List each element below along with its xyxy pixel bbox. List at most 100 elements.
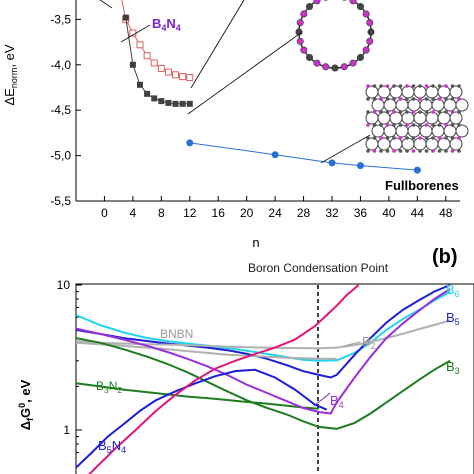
tube-atom [405,97,409,101]
b-y-tick-label: 10 [57,278,71,292]
tube-atom [392,136,396,140]
tube-atom [366,97,370,101]
a-x-tick-label: 36 [354,206,368,220]
tube-atom [450,149,455,153]
tube-atom [437,97,442,101]
panel-a-ylabel-main: ΔE [2,88,17,106]
tube-atom [444,123,448,127]
tube-atom [405,123,409,127]
a-x-tick-label: 44 [411,206,425,220]
tube-ring [401,111,415,125]
tube-atom [418,97,422,101]
tube-ring [383,98,397,112]
b-series-line-b3n2 [76,382,319,410]
ring-atom [306,3,314,11]
fullborenes-label: Fullborenes [385,178,459,193]
tube-atom [379,97,383,101]
tube-atom [444,149,448,153]
tube-atom [411,136,416,140]
label-sub: 2 [371,341,376,351]
tube-atom [405,84,409,88]
tube-atom [372,149,377,153]
a-data-point [150,59,158,67]
tube-ring [413,85,427,99]
tube-ring [365,137,379,151]
ring-atom [296,19,304,27]
tube-ring [395,98,409,112]
tube-ring [383,124,397,138]
label-part: B [446,282,455,297]
tube-atom [411,84,416,88]
tube-ring [431,98,445,112]
a-x-tick-label: 20 [240,206,254,220]
tube-atom [392,123,396,127]
tube-atom [431,110,435,114]
panel-a-y-axis: -3,0-3,5-4,0-4,5-5,0-5,5 [50,0,81,208]
a-data-point [328,159,336,167]
tube-ring [455,98,469,112]
tube-atom [411,123,416,127]
label-sub: 6 [455,289,460,299]
tube-atom [424,123,429,127]
a-data-point [356,162,364,170]
a-data-point [137,81,143,88]
tube-atom [392,149,396,153]
ring-atom [340,63,348,71]
b-series-label-b5: B5 [446,310,460,327]
b-series-line-b2 [76,319,451,350]
ring-atom [313,0,321,5]
label-part: B [446,359,455,374]
b4n4-n: N [166,16,175,31]
tube-ring [437,137,451,151]
b-series-line-magenta [88,284,360,474]
tube-atom [457,84,461,88]
b4n4-sub1: 4 [161,23,166,33]
a-data-point [136,41,144,49]
ring-atom [306,53,314,61]
tube-atom [385,149,390,153]
tube-atom [450,136,455,140]
panel-a-x-axis-label: n [252,235,259,250]
ring-atom [367,28,375,36]
ring-structure-image [295,0,375,72]
tube-atom [418,110,422,114]
ring-atom [349,59,357,67]
a-x-tick-label: 32 [325,206,339,220]
ring-atom [362,10,370,18]
tube-atom [379,149,383,153]
a-x-tick-label: 12 [183,206,197,220]
tube-atom [457,136,461,140]
tube-atom [379,123,383,127]
tube-ring [437,85,451,99]
b-y-tick-label: 1 [63,423,70,437]
tube-atom [431,149,435,153]
tube-atom [431,97,435,101]
ring-atom [300,46,308,54]
tube-atom [372,84,377,88]
tube-ring [449,85,463,99]
tube-ring [413,111,427,125]
tube-atom [379,136,383,140]
tube-atom [437,136,442,140]
a-data-point [164,68,172,76]
panel-b-ylabel-delta: Δ [18,421,33,430]
tube-atom [411,97,416,101]
tube-ring [431,124,445,138]
tube-atom [372,123,377,127]
panel-a-x-axis: 0 4 8 12 16 20 24 28 32 36 40 44 48 [76,196,460,220]
label-sub: 2 [117,385,122,395]
tube-ring [401,137,415,151]
tube-atom [366,149,370,153]
a-data-point [186,100,193,107]
b-series-label-bnbn: BNBN [160,327,193,341]
a-data-point [129,61,136,68]
tube-ring [389,85,403,99]
tube-atom [437,110,442,114]
panel-b-ylabel-unit: , eV [18,379,33,402]
tube-atom [385,84,390,88]
tube-atom [418,123,422,127]
label-part: N [112,438,121,453]
a-data-point [144,90,151,97]
label-part: N [109,379,118,393]
